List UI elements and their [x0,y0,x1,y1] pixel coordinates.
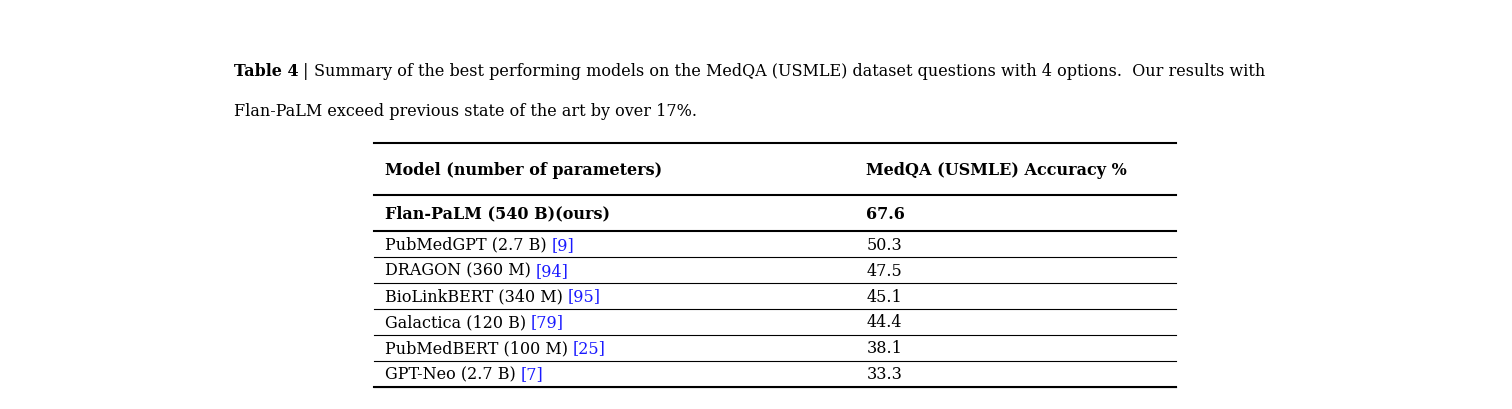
Text: [79]: [79] [531,314,564,330]
Text: 67.6: 67.6 [866,205,906,222]
Text: 47.5: 47.5 [866,262,903,279]
Text: [25]: [25] [573,339,606,356]
Text: Model (number of parameters): Model (number of parameters) [384,162,662,179]
Text: GPT-Neo (2.7 B): GPT-Neo (2.7 B) [384,365,520,382]
Text: DRAGON (360 M): DRAGON (360 M) [384,262,535,279]
Text: [9]: [9] [552,236,575,253]
Text: 44.4: 44.4 [866,314,901,330]
Text: |: | [298,63,314,80]
Text: Table 4: Table 4 [233,63,298,80]
Text: BioLinkBERT (340 M): BioLinkBERT (340 M) [384,288,567,305]
Text: Flan-PaLM (540 B)(ours): Flan-PaLM (540 B)(ours) [384,205,609,222]
Text: [94]: [94] [535,262,569,279]
Text: [95]: [95] [567,288,600,305]
Text: Summary of the best performing models on the MedQA (USMLE) dataset questions wit: Summary of the best performing models on… [314,63,1266,80]
Text: Flan-PaLM exceed previous state of the art by over 17%.: Flan-PaLM exceed previous state of the a… [233,103,697,119]
Text: 38.1: 38.1 [866,339,903,356]
Text: 50.3: 50.3 [866,236,903,253]
Text: PubMedGPT (2.7 B): PubMedGPT (2.7 B) [384,236,552,253]
Text: MedQA (USMLE) Accuracy %: MedQA (USMLE) Accuracy % [866,162,1126,179]
Text: PubMedBERT (100 M): PubMedBERT (100 M) [384,339,573,356]
Text: 45.1: 45.1 [866,288,903,305]
Text: Galactica (120 B): Galactica (120 B) [384,314,531,330]
Text: [7]: [7] [520,365,543,382]
Text: 33.3: 33.3 [866,365,903,382]
